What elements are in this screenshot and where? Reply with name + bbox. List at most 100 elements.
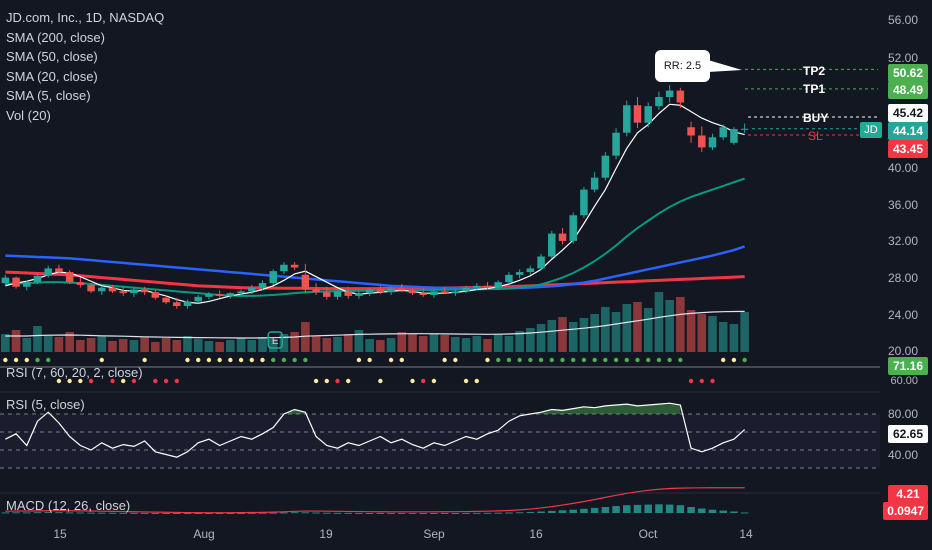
rsi-dot xyxy=(463,378,469,384)
macd-hist-bar xyxy=(119,512,127,514)
price-tick: 28.00 xyxy=(887,271,918,285)
legend-title[interactable]: JD.com, Inc., 1D, NASDAQ xyxy=(6,10,165,25)
legend-volume[interactable]: Vol (20) xyxy=(6,107,51,123)
rsi-dot xyxy=(399,357,404,363)
rsi-dot xyxy=(367,357,372,363)
rsi-tick: 40.00 xyxy=(887,448,918,462)
candle-body xyxy=(419,293,427,295)
legend-sma200[interactable]: SMA (200, close) xyxy=(6,29,105,45)
macd-hist-bar xyxy=(98,512,106,514)
rsi-dot xyxy=(185,357,190,363)
legend-sma20[interactable]: SMA (20, close) xyxy=(6,68,98,84)
volume-bar xyxy=(558,317,567,352)
rsi-dot xyxy=(453,357,458,363)
candle-body xyxy=(740,128,749,130)
macd-hist-bar xyxy=(258,512,267,514)
rsi-dot xyxy=(356,357,362,363)
volume-bar xyxy=(140,337,149,352)
rsi-dot xyxy=(410,378,415,384)
rsi-dot xyxy=(485,357,490,363)
rsi-dot xyxy=(206,357,212,363)
rsi-line xyxy=(5,402,746,458)
rsi-dot xyxy=(35,357,40,363)
volume-bar xyxy=(686,310,696,352)
macd-hist-bar xyxy=(387,512,395,514)
volume-bar xyxy=(633,302,642,352)
macd-hist-bar xyxy=(151,513,160,514)
candle-body xyxy=(87,284,95,292)
rsi-dot xyxy=(603,357,608,363)
volume-bar xyxy=(461,338,471,352)
volume-bar xyxy=(193,339,203,352)
candle-body xyxy=(580,189,588,216)
sma20-line xyxy=(5,177,745,297)
rsi-dot xyxy=(67,378,72,384)
volume-bar xyxy=(376,340,385,352)
macd-hist-bar xyxy=(269,512,277,514)
rsi-dot xyxy=(731,357,737,363)
volume-bar xyxy=(343,334,353,352)
macd-hist-bar xyxy=(676,505,685,513)
rsi-dot xyxy=(635,357,640,363)
rsi-dot xyxy=(110,378,115,384)
macd-pane-label[interactable]: MACD (12, 26, close) xyxy=(6,498,131,513)
candle-body xyxy=(387,288,395,293)
rsi-dot xyxy=(13,357,19,363)
volume-bar xyxy=(183,336,192,352)
sma5-line xyxy=(5,103,745,304)
volume-bar xyxy=(515,331,524,352)
candle-body xyxy=(237,291,245,294)
macd-hist-bar xyxy=(365,513,374,514)
volume-bar xyxy=(665,300,674,352)
volume-ma-line xyxy=(5,310,745,339)
macd-hist-bar xyxy=(398,512,406,514)
rsi-dot xyxy=(99,357,104,363)
volume-bar xyxy=(65,332,74,352)
rsi-dot xyxy=(260,357,265,363)
rsi-pane-label[interactable]: RSI (5, close) xyxy=(6,397,85,412)
candle-body xyxy=(515,272,524,275)
volume-bar xyxy=(365,339,374,352)
tp2-label: TP2 xyxy=(803,64,826,78)
legend-sma50[interactable]: SMA (50, close) xyxy=(6,49,98,64)
volume-bar xyxy=(386,338,396,352)
rsi-dot xyxy=(592,357,597,363)
price-tick: 36.00 xyxy=(887,198,918,212)
candle-body xyxy=(483,285,492,288)
macd-hist-bar xyxy=(537,511,545,513)
macd-hist-bar xyxy=(76,512,85,514)
volume-bar xyxy=(268,339,278,352)
risk-reward-callout[interactable]: RR: 2.5 xyxy=(655,50,710,82)
legend-sma5[interactable]: SMA (5, close) xyxy=(6,88,91,103)
macd-hist-bar xyxy=(526,511,535,513)
rsi-dot xyxy=(442,357,447,363)
rsi-band xyxy=(0,414,880,468)
rsi-dot xyxy=(88,378,94,384)
candle-body xyxy=(215,294,224,296)
volume-bar xyxy=(547,320,557,352)
volume-bar xyxy=(86,338,96,352)
tp1-price-tag: 48.49 xyxy=(888,81,928,99)
macd-hist-bar xyxy=(323,512,331,514)
volume-bar xyxy=(579,318,589,352)
candle-body xyxy=(12,277,20,287)
volume-bar xyxy=(118,339,128,352)
rsi-dots-pane-label[interactable]: RSI (7, 60, 20, 2, close) xyxy=(6,365,143,380)
macd-hist-bar xyxy=(312,512,320,514)
tp1-label: TP1 xyxy=(803,82,826,96)
macd-hist-bar xyxy=(623,505,631,513)
rsi-dot xyxy=(378,378,383,384)
macd-signal-line xyxy=(5,487,745,514)
macd-hist-bar xyxy=(290,512,299,514)
macd-hist-bar xyxy=(248,512,256,514)
callout-pointer xyxy=(708,60,742,72)
candle-body xyxy=(23,282,31,287)
rsi-dot xyxy=(667,357,672,363)
macd-hist-bar xyxy=(419,513,427,514)
rsi-value-tag: 62.65 xyxy=(888,425,928,443)
macd-hist-bar xyxy=(1,512,10,514)
volume-bar xyxy=(43,335,53,352)
macd-hist-bar xyxy=(408,513,417,514)
rsi-dot xyxy=(174,378,179,384)
